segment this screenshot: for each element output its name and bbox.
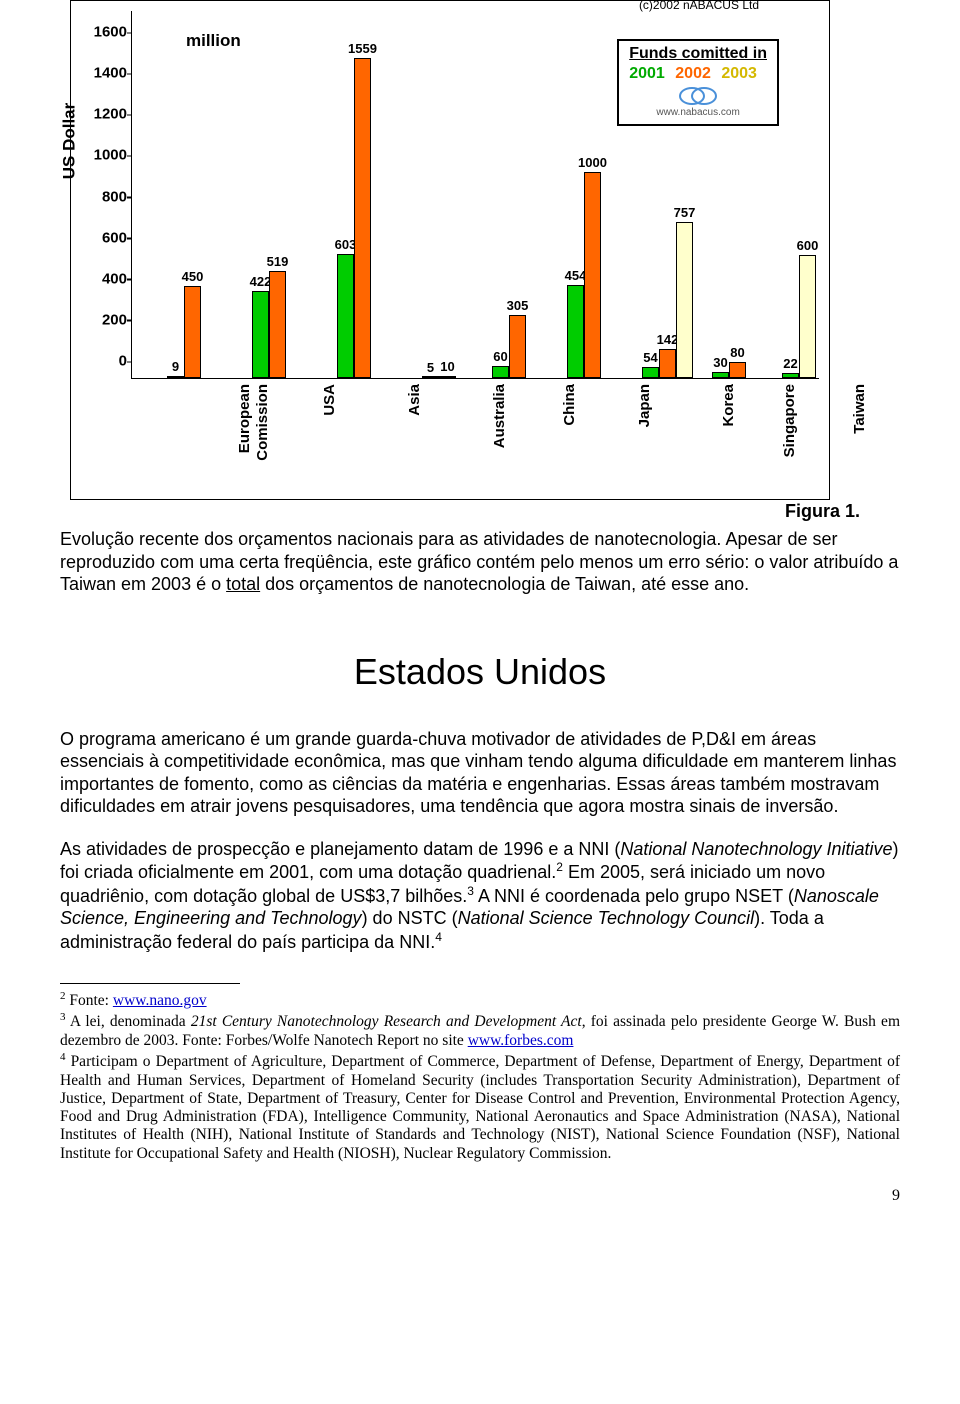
y-tick: 600 [82,229,127,246]
category-label: Australia [491,384,508,464]
y-tick: 400 [82,270,127,287]
footnote-ref-4: 4 [435,930,442,944]
bar-chart: US Dollar million (c)2002 nABACUS Ltd Fu… [70,0,830,500]
y-tick: 200 [82,311,127,328]
y-tick: 1400 [82,65,127,82]
section-heading: Estados Unidos [60,651,900,693]
plot-area: 9450EuropeanComission422519USA6031559Asi… [131,11,819,379]
bar-value-label: 1000 [575,155,611,170]
footnote-2: 2 Fonte: www.nano.gov [60,990,900,1010]
bar [439,376,456,378]
bar [584,172,601,378]
bar [642,367,659,378]
y-tick: 1600 [82,24,127,41]
category-label: China [561,384,578,464]
footnote-ref-3: 3 [467,884,474,898]
bar [509,315,526,378]
y-tick: 1000 [82,147,127,164]
bar [676,222,693,378]
category-label: Korea [720,384,737,464]
footnote-ref-2: 2 [556,860,563,874]
bar [337,254,354,378]
bar-value-label: 600 [790,238,826,253]
bar [567,285,584,378]
figure-label: Figura 1. [785,501,860,522]
category-label: Asia [406,384,423,464]
y-tick: 800 [82,188,127,205]
category-label: Japan [636,384,653,464]
bar-value-label: 450 [175,269,211,284]
paragraph-2: As atividades de prospecção e planejamen… [60,838,900,954]
bar [269,271,286,378]
footnote-3: 3 A lei, denominada 21st Century Nanotec… [60,1011,900,1050]
bar-value-label: 1559 [345,41,381,56]
y-tick: 1200 [82,106,127,123]
category-label: Comission [254,384,271,464]
bar-value-label: 80 [720,345,756,360]
footnote-4: 4 Participam o Department of Agriculture… [60,1051,900,1163]
bar [184,286,201,379]
page-number: 9 [60,1187,900,1205]
link-forbes[interactable]: www.forbes.com [468,1032,574,1049]
paragraph-1: O programa americano é um grande guarda-… [60,728,900,818]
bar [782,373,799,378]
category-label: USA [321,384,338,464]
bar [167,376,184,378]
bar [799,255,816,378]
y-tick: 0 [82,353,127,370]
bar [354,58,371,378]
bar [729,362,746,378]
bar-value-label: 10 [430,359,466,374]
bar [659,349,676,378]
category-label: Taiwan [851,384,868,464]
category-label: Singapore [781,384,798,464]
bar [712,372,729,378]
bar [492,366,509,378]
category-label: European [236,384,253,464]
bar-value-label: 757 [667,205,703,220]
bar [252,291,269,378]
y-axis-label: US Dollar [59,103,79,180]
figure-caption: Evolução recente dos orçamentos nacionai… [60,528,900,596]
footnote-separator [60,983,240,984]
bar [422,376,439,378]
bar-value-label: 305 [500,298,536,313]
bar-value-label: 519 [260,254,296,269]
link-nano-gov[interactable]: www.nano.gov [113,992,207,1009]
